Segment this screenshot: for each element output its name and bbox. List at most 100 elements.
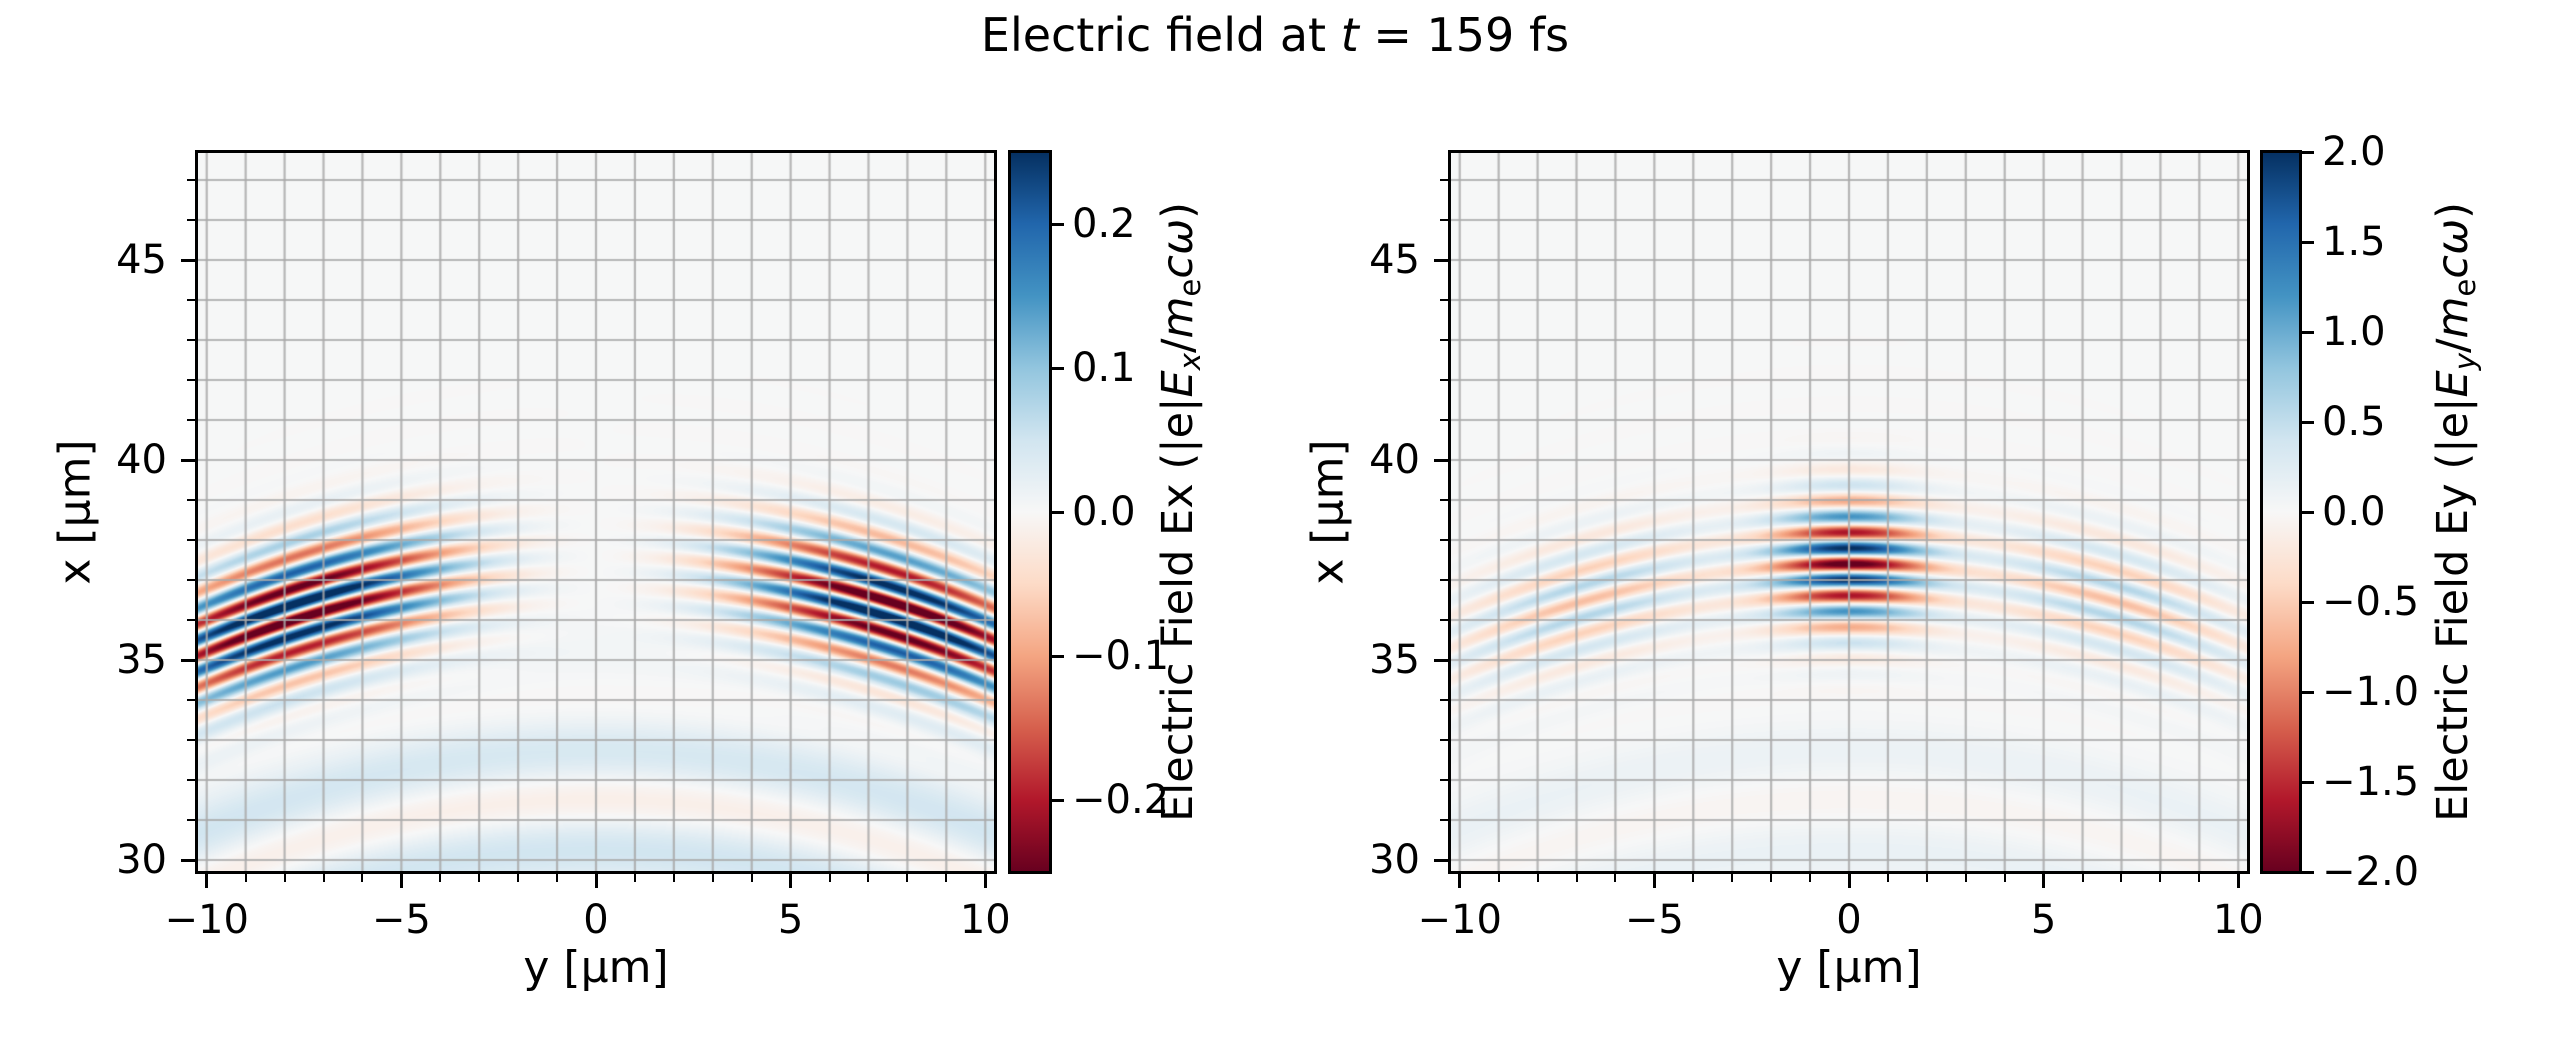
- text-segment: Electric Field Ex (|e|: [1152, 397, 1203, 822]
- colorbar-tick: [2302, 780, 2314, 784]
- colorbar-tick-label: 2.0: [2322, 129, 2386, 175]
- y-major-tick: [1434, 258, 1448, 262]
- y-minor-tick: [1440, 579, 1448, 581]
- colorbar-tick: [2302, 420, 2314, 424]
- y-minor-tick: [1440, 419, 1448, 421]
- y-tick-label: 30: [116, 837, 167, 883]
- text-segment: c: [1152, 254, 1203, 279]
- x-minor-tick: [945, 874, 948, 882]
- x-minor-tick: [1692, 874, 1695, 882]
- figure-title: Electric field at t = 159 fs: [0, 8, 2550, 62]
- y-minor-tick: [1440, 619, 1448, 621]
- x-tick-label: 0: [1836, 897, 1862, 943]
- colorbar-tick-label: −0.5: [2322, 579, 2420, 625]
- colorbar-tick: [1052, 222, 1064, 226]
- y-minor-tick: [187, 579, 195, 581]
- x-major-tick: [2236, 874, 2240, 888]
- y-tick-label: 45: [116, 237, 167, 283]
- y-minor-tick: [1440, 339, 1448, 341]
- x-tick-label: −10: [1417, 897, 1502, 943]
- ex-heatmap: [197, 152, 995, 872]
- colorbar-tick-label: −1.5: [2322, 759, 2420, 805]
- x-minor-tick: [711, 874, 714, 882]
- x-minor-tick: [633, 874, 636, 882]
- x-minor-tick: [1497, 874, 1500, 882]
- colorbar-tick-label: −0.2: [1072, 777, 1170, 823]
- y-major-tick: [1434, 658, 1448, 662]
- y-minor-tick: [187, 419, 195, 421]
- y-minor-tick: [1440, 219, 1448, 221]
- text-segment: Electric field at: [980, 8, 1341, 62]
- y-minor-tick: [187, 219, 195, 221]
- x-minor-tick: [478, 874, 481, 882]
- y-minor-tick: [1440, 779, 1448, 781]
- y-minor-tick: [1440, 739, 1448, 741]
- colorbar-tick: [2302, 870, 2314, 874]
- colorbar-tick-label: 0.0: [2322, 489, 2386, 535]
- colorbar-tick-label: 0.1: [1072, 345, 1136, 391]
- y-minor-tick: [1440, 379, 1448, 381]
- text-segment: t: [1340, 8, 1359, 62]
- x-major-tick: [1458, 874, 1462, 888]
- colorbar-tick-label: 1.5: [2322, 219, 2386, 265]
- colorbar-tick: [2302, 240, 2314, 244]
- text-segment: m: [1152, 296, 1203, 339]
- y-minor-tick: [187, 179, 195, 181]
- text-segment: e: [1173, 278, 1208, 297]
- x-major-tick: [399, 874, 403, 888]
- colorbar-tick: [2302, 150, 2314, 154]
- x-minor-tick: [2198, 874, 2201, 882]
- x-minor-tick: [672, 874, 675, 882]
- x-minor-tick: [517, 874, 520, 882]
- ex-colorbar-gradient: [1010, 152, 1050, 872]
- colorbar-tick: [2302, 600, 2314, 604]
- x-minor-tick: [828, 874, 831, 882]
- y-major-tick: [181, 458, 195, 462]
- colorbar-tick-label: 0.2: [1072, 201, 1136, 247]
- ey-xaxis-label: y [μm]: [1776, 942, 1922, 993]
- x-minor-tick: [1886, 874, 1889, 882]
- y-tick-label: 30: [1369, 837, 1420, 883]
- y-minor-tick: [187, 779, 195, 781]
- x-major-tick: [594, 874, 598, 888]
- y-minor-tick: [187, 739, 195, 741]
- y-tick-label: 40: [1369, 437, 1420, 483]
- x-tick-label: 10: [2212, 897, 2264, 943]
- y-minor-tick: [187, 339, 195, 341]
- x-minor-tick: [1809, 874, 1812, 882]
- y-minor-tick: [1440, 499, 1448, 501]
- colorbar-tick-label: −0.1: [1072, 633, 1170, 679]
- y-tick-label: 35: [116, 637, 167, 683]
- x-major-tick: [1652, 874, 1656, 888]
- y-tick-label: 40: [116, 437, 167, 483]
- ey-heatmap: [1450, 152, 2248, 872]
- colorbar-tick-label: −2.0: [2322, 849, 2420, 895]
- x-minor-tick: [1964, 874, 1967, 882]
- x-minor-tick: [244, 874, 247, 882]
- colorbar-tick-label: 1.0: [2322, 309, 2386, 355]
- y-minor-tick: [187, 499, 195, 501]
- x-minor-tick: [1575, 874, 1578, 882]
- y-major-tick: [1434, 858, 1448, 862]
- x-tick-label: −5: [1624, 897, 1684, 943]
- y-minor-tick: [187, 539, 195, 541]
- x-minor-tick: [2159, 874, 2162, 882]
- y-minor-tick: [1440, 699, 1448, 701]
- x-tick-label: −10: [164, 897, 249, 943]
- x-tick-label: 5: [2030, 897, 2057, 943]
- x-minor-tick: [867, 874, 870, 882]
- x-tick-label: 10: [959, 897, 1011, 943]
- x-minor-tick: [1536, 874, 1539, 882]
- x-minor-tick: [283, 874, 286, 882]
- x-minor-tick: [322, 874, 325, 882]
- x-minor-tick: [439, 874, 442, 882]
- x-major-tick: [983, 874, 987, 888]
- y-major-tick: [181, 658, 195, 662]
- y-minor-tick: [187, 699, 195, 701]
- x-major-tick: [205, 874, 209, 888]
- colorbar-tick-label: 0.0: [1072, 489, 1136, 535]
- y-minor-tick: [187, 619, 195, 621]
- x-major-tick: [2042, 874, 2046, 888]
- x-minor-tick: [1925, 874, 1928, 882]
